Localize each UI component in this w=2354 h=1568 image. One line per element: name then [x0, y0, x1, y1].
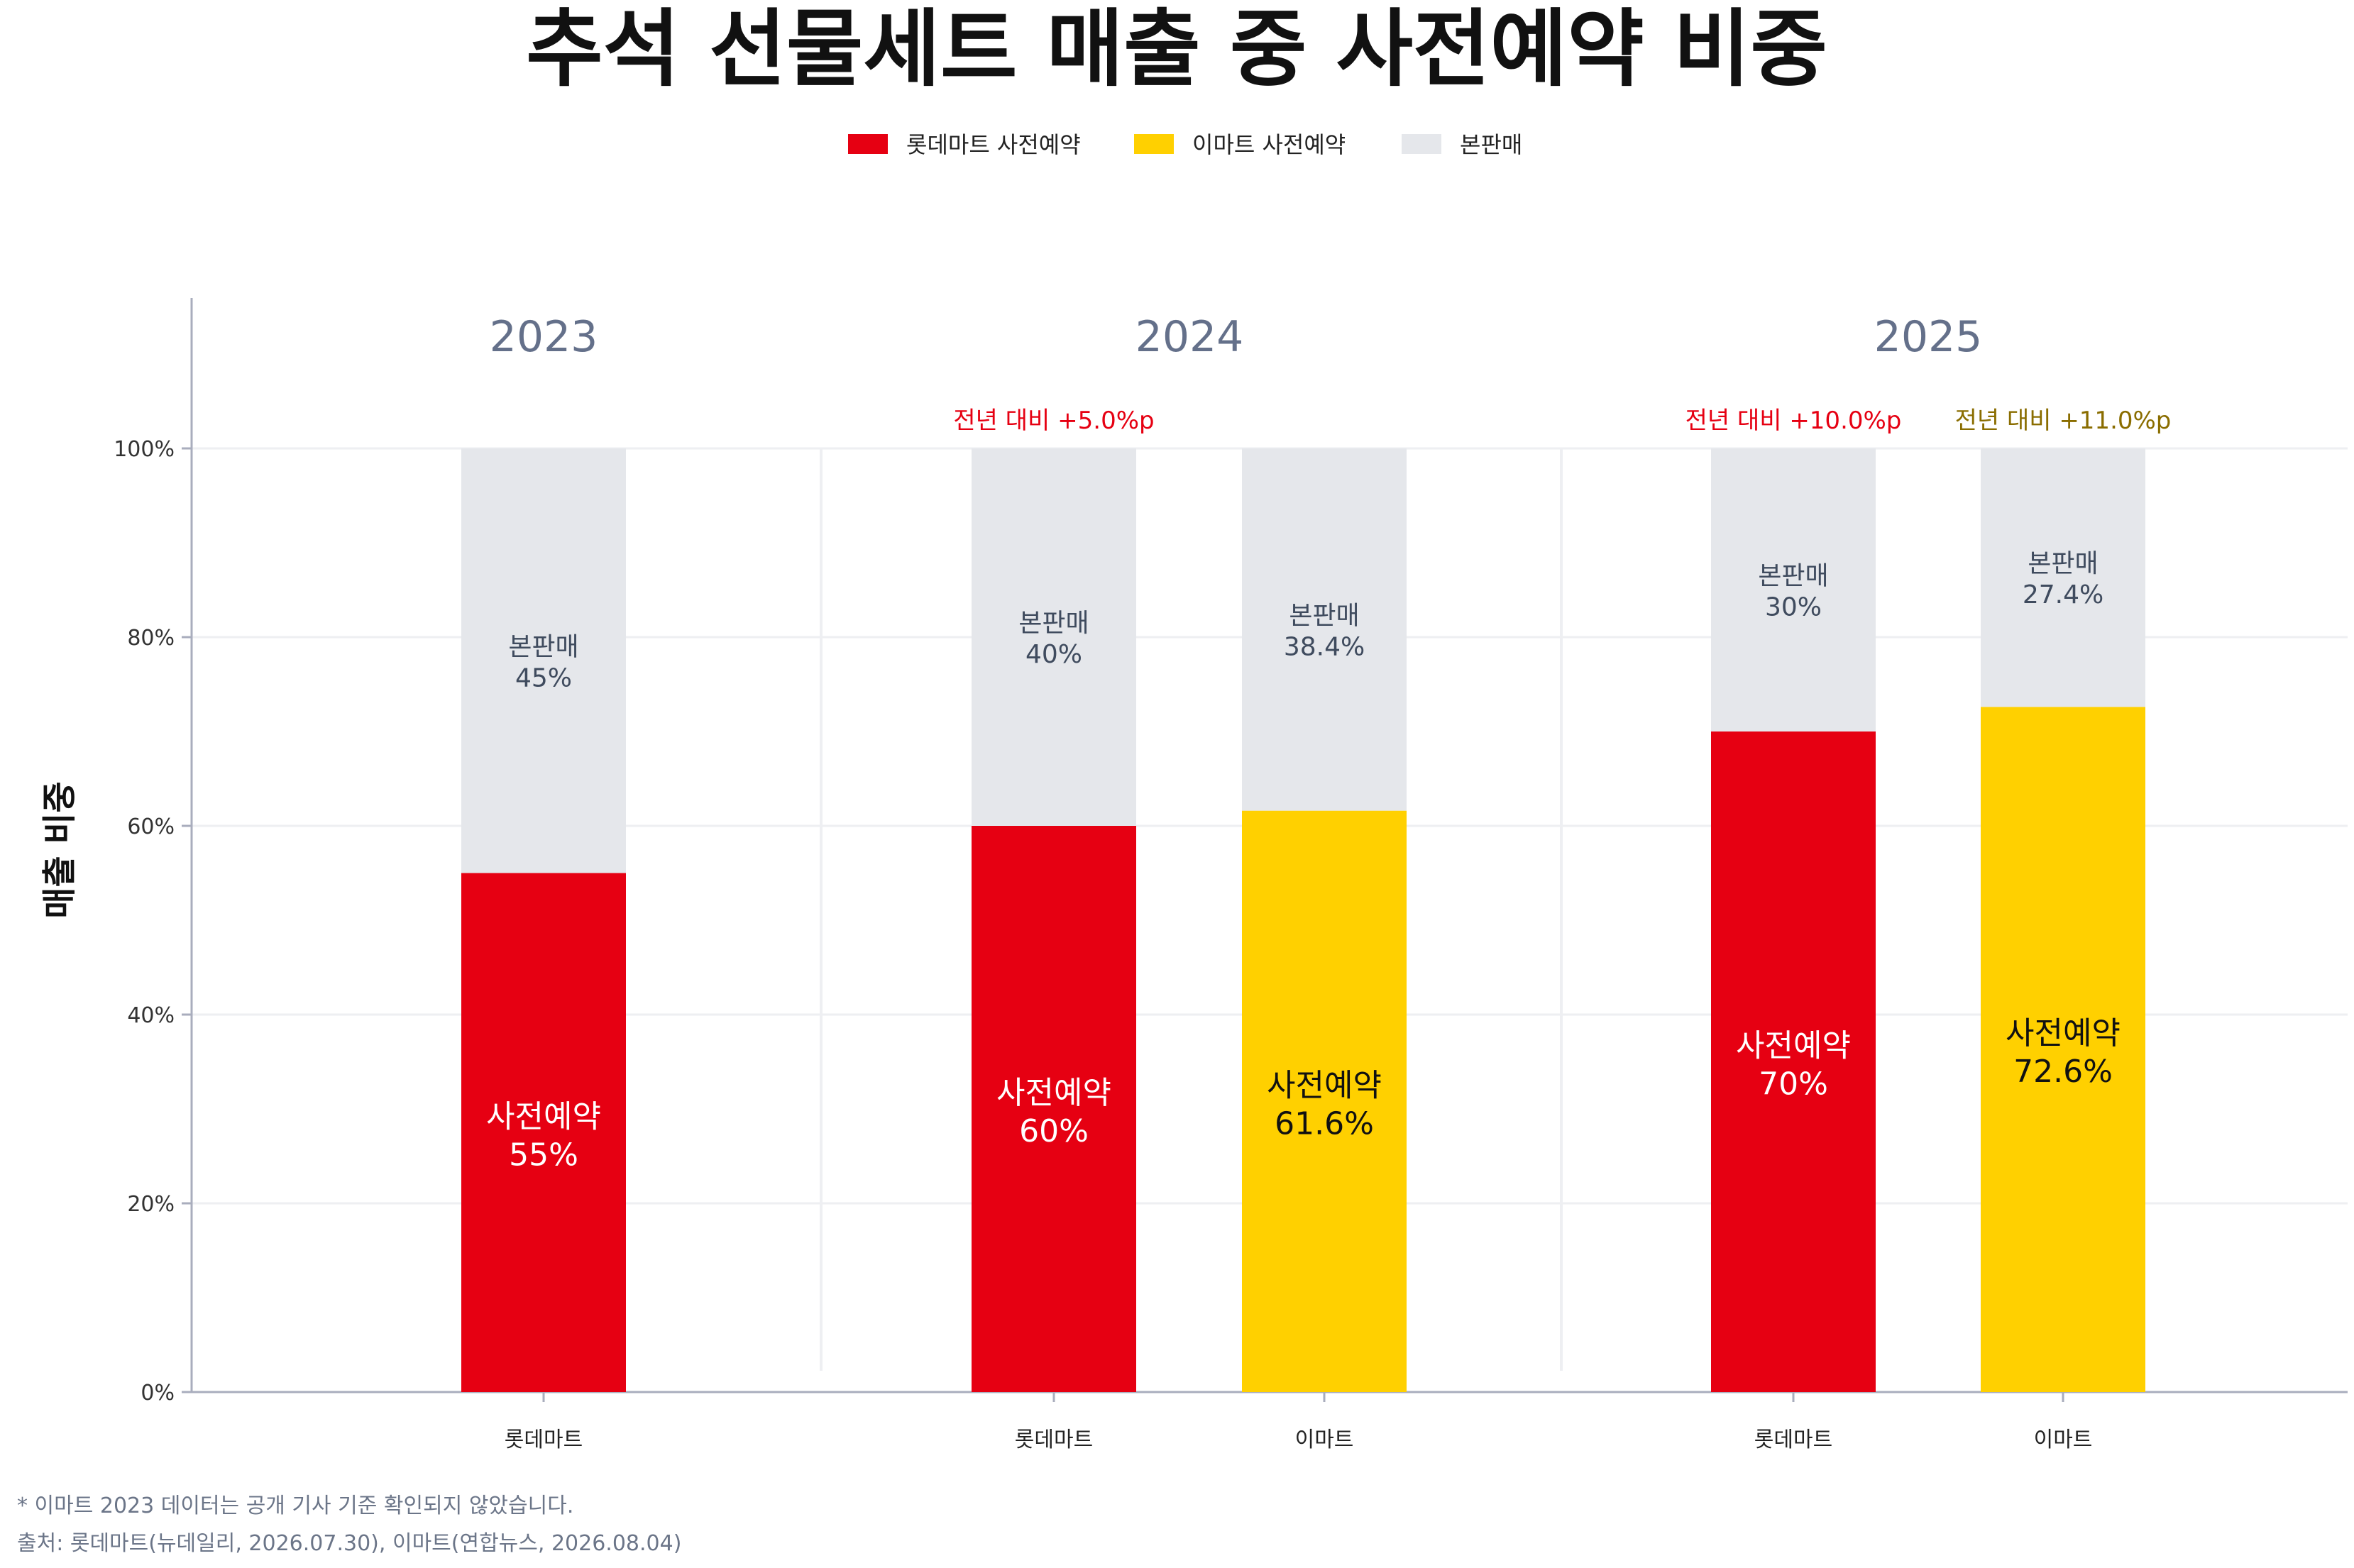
- legend-label-0: 롯데마트 사전예약: [906, 131, 1081, 158]
- year-label-2024: 2024: [1135, 312, 1244, 362]
- preorder-value-2023-0: 55%: [509, 1137, 578, 1173]
- main-value-2025-0: 30%: [1765, 593, 1822, 622]
- main-name-2025-0: 본판매: [1758, 562, 1828, 591]
- preorder-value-2024-0: 60%: [1019, 1113, 1089, 1149]
- bars: [461, 448, 2145, 1392]
- y-tick-label-5: 100%: [114, 437, 175, 462]
- legend-swatch-0: [848, 134, 888, 154]
- preorder-name-2025-0: 사전예약: [1736, 1028, 1851, 1064]
- bar-main-2024-0: [972, 448, 1136, 826]
- bar-main-2024-1: [1242, 448, 1407, 811]
- footnote-note: * 이마트 2023 데이터는 공개 기사 기준 확인되지 않았습니다.: [17, 1494, 573, 1518]
- preorder-name-2025-1: 사전예약: [2006, 1015, 2121, 1051]
- main-value-2024-0: 40%: [1025, 640, 1082, 669]
- preorder-name-2024-1: 사전예약: [1267, 1067, 1382, 1103]
- bar-main-2025-1: [1981, 448, 2145, 707]
- main-value-2024-1: 38.4%: [1284, 632, 1365, 661]
- bar-preorder-2023-0: [461, 873, 626, 1392]
- main-name-2025-1: 본판매: [2028, 549, 2098, 578]
- bar-preorder-2025-0: [1711, 731, 1876, 1392]
- y-tick-label-3: 60%: [127, 815, 175, 839]
- preorder-value-2025-0: 70%: [1759, 1066, 1828, 1103]
- legend-label-2: 본판매: [1460, 131, 1522, 158]
- x-tick-label-2025-0: 롯데마트: [1754, 1428, 1832, 1452]
- bar-main-2023-0: [461, 448, 626, 873]
- main-name-2023-0: 본판매: [508, 632, 578, 661]
- y-tick-label-4: 80%: [127, 626, 175, 651]
- x-tick-label-2023-0: 롯데마트: [505, 1428, 583, 1452]
- main-value-2023-0: 45%: [515, 663, 572, 692]
- delta-label-2025-0: 전년 대비 +10.0%p: [1685, 407, 1902, 435]
- bar-preorder-2025-1: [1981, 707, 2145, 1392]
- bar-main-2025-0: [1711, 448, 1876, 731]
- preorder-value-2025-1: 72.6%: [2013, 1054, 2113, 1090]
- y-axis-label: 매출 비중: [40, 781, 79, 918]
- bar-preorder-2024-1: [1242, 810, 1407, 1392]
- delta-label-2024-0: 전년 대비 +5.0%p: [953, 407, 1154, 435]
- bar-preorder-2024-0: [972, 826, 1136, 1392]
- delta-label-2025-1: 전년 대비 +11.0%p: [1955, 407, 2172, 435]
- preorder-value-2024-1: 61.6%: [1275, 1105, 1374, 1142]
- y-tick-label-0: 0%: [141, 1381, 175, 1406]
- legend: 롯데마트 사전예약 이마트 사전예약 본판매: [848, 131, 1522, 158]
- year-label-2023: 2023: [490, 312, 598, 362]
- main-value-2025-1: 27.4%: [2023, 580, 2103, 609]
- preorder-name-2023-0: 사전예약: [486, 1098, 601, 1134]
- main-name-2024-1: 본판매: [1289, 601, 1359, 630]
- year-label-2025: 2025: [1874, 312, 1983, 362]
- y-tick-label-2: 40%: [127, 1003, 175, 1028]
- x-tick-label-2024-1: 이마트: [1295, 1428, 1354, 1452]
- x-tick-label-2025-1: 이마트: [2034, 1428, 2093, 1452]
- legend-label-1: 이마트 사전예약: [1192, 131, 1346, 158]
- labels: 2023사전예약55%본판매45%2024사전예약60%본판매40%사전예약61…: [486, 312, 2171, 1173]
- y-tick-label-1: 20%: [127, 1192, 175, 1217]
- preorder-name-2024-0: 사전예약: [996, 1075, 1111, 1111]
- main-name-2024-0: 본판매: [1018, 609, 1089, 638]
- chart-title: 추석 선물세트 매출 중 사전예약 비중: [526, 0, 1827, 98]
- legend-swatch-2: [1402, 134, 1441, 154]
- legend-swatch-1: [1134, 134, 1174, 154]
- footnote-source: 출처: 롯데마트(뉴데일리, 2026.07.30), 이마트(연합뉴스, 20…: [17, 1531, 681, 1556]
- x-tick-label-2024-0: 롯데마트: [1015, 1428, 1093, 1452]
